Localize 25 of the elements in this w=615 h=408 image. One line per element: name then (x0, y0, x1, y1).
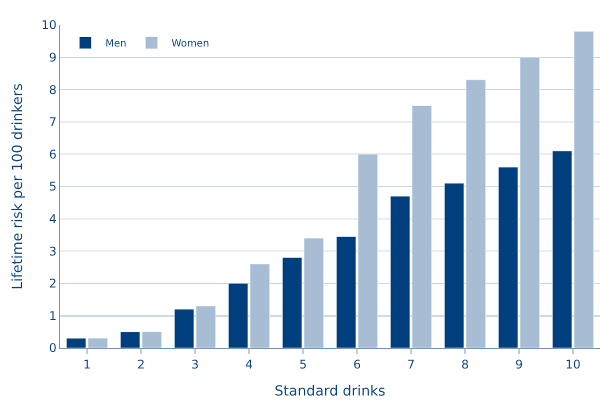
y-tick-label: 8 (48, 82, 57, 97)
y-tick-label: 2 (48, 276, 57, 291)
legend-label: Men (105, 38, 127, 50)
x-tick-label: 2 (137, 357, 145, 372)
x-tick-label: 10 (565, 357, 581, 372)
y-tick-label: 7 (48, 115, 57, 130)
x-tick-label: 6 (353, 357, 361, 372)
y-tick-label: 3 (48, 244, 57, 258)
y-tick-label: 9 (48, 50, 57, 64)
x-tick-label: 9 (515, 357, 523, 372)
x-tick-label: 1 (83, 357, 91, 372)
x-tick-label: 3 (191, 357, 199, 372)
legend-label: Women (172, 38, 210, 50)
y-tick-label: 1 (48, 308, 57, 323)
x-tick-label: 7 (407, 357, 415, 372)
y-axis-title: Lifetime risk per 100 drinkers (10, 83, 26, 290)
y-tick-label: 5 (48, 180, 57, 194)
x-tick-label: 4 (245, 357, 253, 372)
y-tick-label: 0 (48, 341, 57, 356)
y-tick-label: 10 (41, 18, 57, 32)
y-tick-label: 6 (48, 147, 57, 162)
x-tick-label: 5 (299, 357, 307, 372)
x-tick-label: 8 (461, 357, 469, 372)
y-tick-label: 4 (48, 212, 57, 226)
x-axis-title: Standard drinks (274, 384, 386, 400)
